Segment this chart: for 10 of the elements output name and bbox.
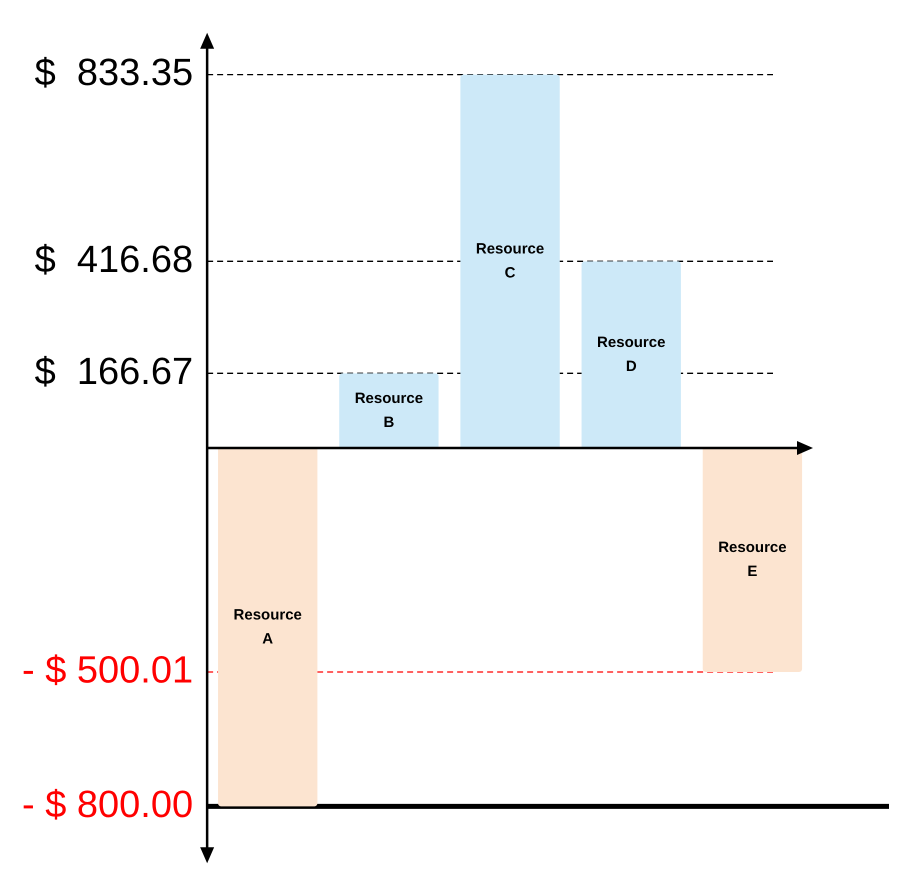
y-tick-label: $ 833.35 — [34, 52, 194, 94]
y-tick-label: - $ 800.00 — [22, 784, 194, 826]
x-tick-label: Resource E — [718, 539, 787, 580]
x-tick-label: Resource D — [597, 334, 666, 375]
y-tick-label: $ 416.68 — [34, 238, 194, 281]
x-tick-label: Resource A — [234, 606, 302, 648]
y-tick-label: - $ 500.01 — [22, 649, 194, 692]
y-tick-label: $ 166.67 — [34, 350, 194, 393]
x-tick-label: Resource C — [476, 240, 544, 282]
x-tick-label: Resource B — [354, 390, 424, 431]
